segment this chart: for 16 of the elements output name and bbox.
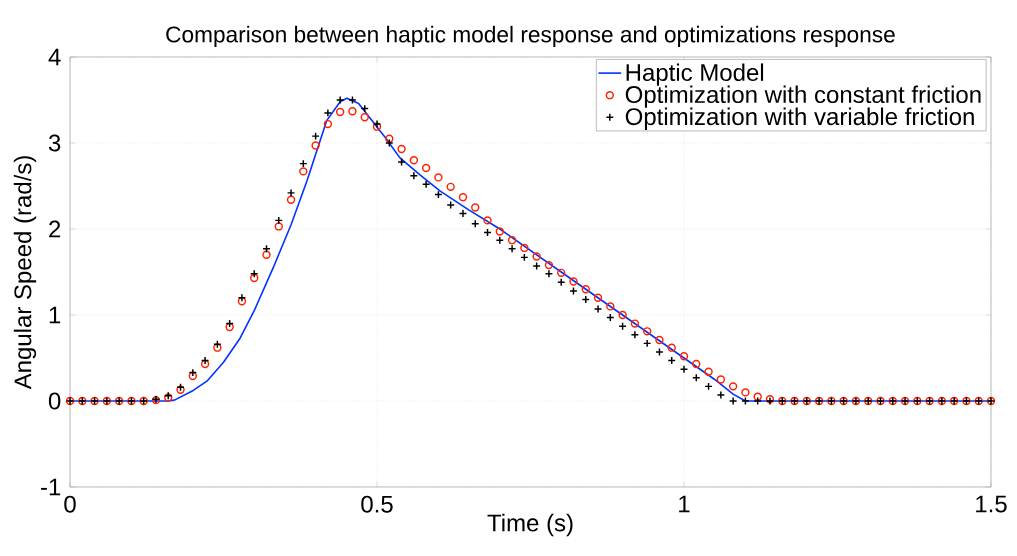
y-tick-label: -1 — [41, 478, 61, 496]
y-tick-label: 1 — [49, 306, 61, 324]
y-tick-label: 3 — [48, 134, 61, 152]
x-tick-label: 0.5 — [361, 495, 393, 513]
y-tick-label: 0 — [48, 392, 61, 410]
legend-label: Optimization with variable friction — [625, 107, 974, 130]
y-tick-label: 2 — [49, 220, 61, 238]
y-tick-label: 4 — [48, 48, 61, 66]
x-tick-label: 0 — [64, 495, 76, 513]
legend-label: Haptic Model — [626, 63, 764, 86]
x-tick-label: 1 — [679, 495, 690, 513]
x-tick-label: 1.5 — [976, 495, 1007, 513]
y-axis-title: Angular Speed (rad/s) — [13, 156, 37, 390]
chart-title: Comparison between haptic model response and optimizations response — [166, 25, 895, 47]
legend-label: Optimization with constant friction — [625, 85, 981, 108]
x-axis-title: Time (s) — [487, 513, 573, 537]
